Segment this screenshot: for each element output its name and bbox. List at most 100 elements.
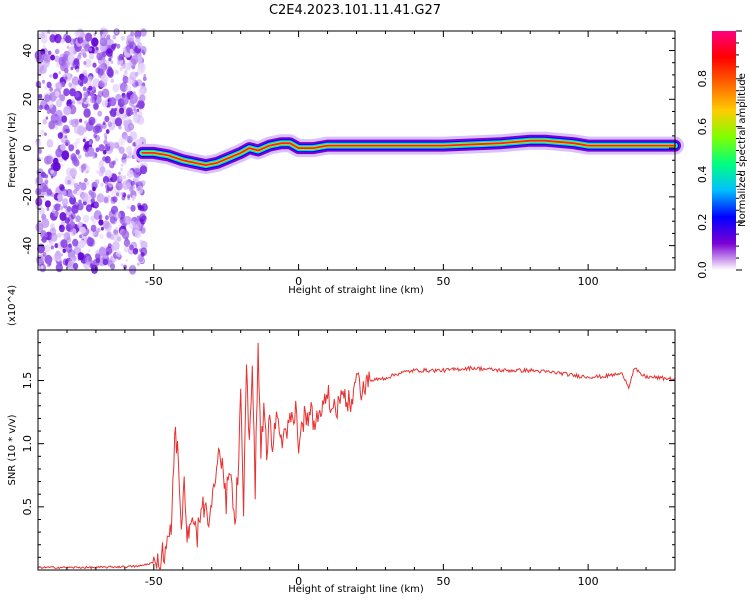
noise-blob	[40, 230, 47, 239]
noise-blob	[131, 64, 136, 70]
noise-blob	[115, 181, 123, 191]
noise-blob	[110, 78, 114, 83]
noise-blob	[75, 137, 81, 145]
noise-blob	[73, 189, 77, 195]
noise-blob	[50, 175, 54, 179]
noise-blob	[72, 230, 76, 235]
noise-blob	[55, 148, 63, 158]
noise-blob	[103, 196, 109, 203]
noise-blob	[35, 222, 44, 233]
noise-blob	[62, 133, 68, 141]
noise-blob	[100, 182, 104, 187]
colorbar-ticks: 0.0 0.2 0.4 0.6 0.8	[696, 30, 742, 279]
noise-blob	[139, 213, 146, 222]
noise-blob	[110, 60, 114, 65]
noise-blob	[133, 113, 141, 124]
noise-blob	[92, 102, 99, 111]
noise-blob	[121, 195, 126, 201]
noise-blob	[69, 256, 76, 264]
noise-blob	[92, 62, 97, 68]
noise-blob	[92, 82, 97, 88]
snr-x-label: Height of straight line (km)	[288, 584, 424, 595]
noise-blob	[104, 115, 110, 122]
noise-blob	[44, 132, 47, 136]
noise-blob	[82, 52, 87, 58]
noise-blob	[54, 243, 59, 249]
noise-blob	[64, 67, 69, 74]
y-tick-label: 0	[21, 145, 34, 152]
noise-blob	[88, 141, 92, 145]
noise-blob	[121, 230, 130, 240]
noise-blob	[116, 43, 121, 49]
noise-blob	[97, 110, 103, 117]
noise-blob	[122, 153, 128, 160]
noise-blob	[71, 76, 80, 86]
noise-blob	[106, 231, 112, 238]
noise-blob	[107, 243, 112, 249]
noise-blob	[139, 205, 145, 212]
noise-blob	[112, 196, 118, 203]
noise-blob	[91, 217, 97, 224]
noise-blob	[41, 236, 47, 243]
noise-blob	[85, 93, 88, 97]
noise-blob	[100, 74, 109, 84]
noise-blob	[137, 65, 145, 75]
noise-blob	[82, 87, 86, 91]
noise-blob	[58, 56, 66, 66]
noise-blob	[116, 192, 119, 197]
noise-blob	[140, 247, 148, 256]
noise-blob	[68, 144, 75, 152]
x-tick-label: 50	[436, 275, 450, 288]
noise-blob	[43, 93, 49, 100]
noise-blob	[89, 91, 95, 98]
noise-blob	[118, 171, 121, 175]
noise-blob	[46, 81, 52, 89]
noise-blob	[36, 255, 44, 265]
noise-blob	[91, 37, 99, 47]
noise-blob	[143, 73, 147, 78]
noise-blob	[59, 183, 65, 191]
noise-blob	[74, 29, 81, 38]
noise-blob	[93, 90, 97, 93]
noise-blob	[61, 163, 64, 168]
noise-blob	[77, 154, 82, 159]
noise-blob	[125, 46, 131, 54]
noise-blob	[107, 260, 113, 267]
noise-blob	[50, 232, 58, 242]
spectrogram-panel: -50 0 50 100 -40 -20 0 20 40 Height of straight…	[7, 27, 684, 296]
noise-blob	[112, 232, 120, 242]
noise-blob	[86, 237, 95, 247]
noise-blob	[123, 238, 131, 247]
noise-blob	[135, 248, 138, 252]
noise-blob	[67, 260, 75, 270]
noise-blob	[126, 146, 133, 154]
noise-blob	[72, 262, 79, 270]
noise-blob	[64, 76, 68, 80]
noise-blob	[40, 265, 44, 269]
noise-blob	[112, 34, 117, 40]
noise-blob	[107, 66, 113, 72]
noise-blob	[82, 214, 90, 223]
noise-blob	[84, 256, 92, 265]
noise-blob	[77, 252, 85, 261]
noise-blob	[75, 215, 81, 223]
noise-blob	[127, 194, 131, 199]
noise-blob	[88, 116, 96, 126]
noise-blob	[58, 71, 61, 75]
noise-blob	[115, 157, 119, 163]
x-tick-label: 0	[295, 575, 302, 588]
noise-blob	[99, 166, 106, 174]
noise-blob	[65, 244, 73, 253]
noise-blob	[42, 45, 46, 49]
noise-blob	[136, 215, 140, 220]
noise-blob	[120, 35, 125, 41]
noise-blob	[125, 107, 133, 117]
noise-blob	[107, 194, 111, 199]
noise-blob	[47, 50, 52, 56]
noise-blob	[85, 204, 93, 212]
noise-blob	[81, 75, 89, 84]
noise-blob	[109, 116, 115, 123]
noise-blob	[120, 163, 124, 167]
noise-blob	[57, 232, 62, 238]
